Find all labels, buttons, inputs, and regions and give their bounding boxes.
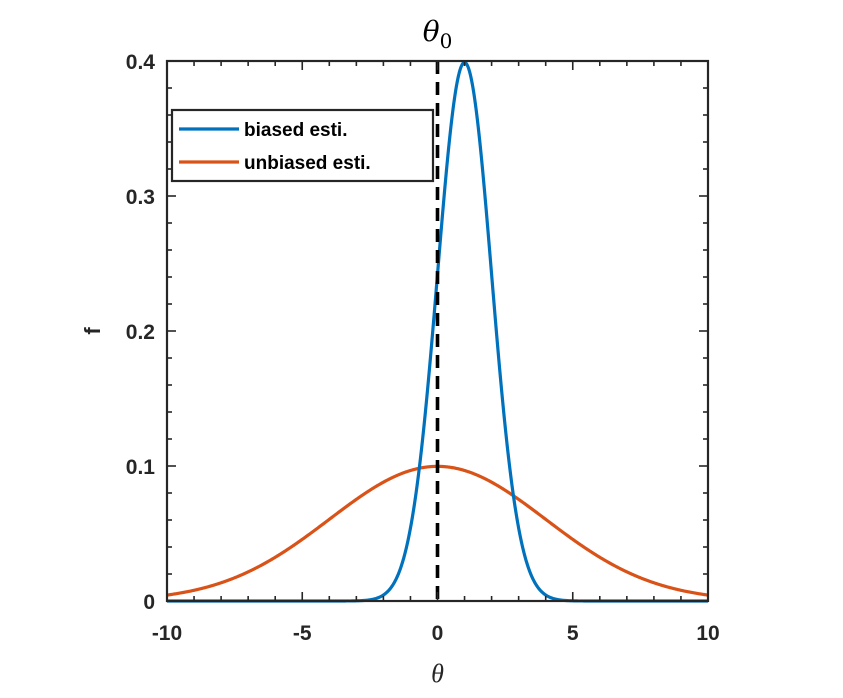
- y-tick-label: 0: [143, 591, 155, 614]
- y-tick-labels: 0 0.1 0.2 0.3 0.4: [126, 51, 156, 614]
- x-tick-label: 5: [567, 622, 579, 645]
- legend: biased esti. unbiased esti.: [170, 108, 435, 183]
- x-tick-label: -10: [152, 622, 182, 645]
- x-tick-label: 0: [432, 622, 444, 645]
- y-tick-label: 0.3: [126, 186, 155, 209]
- y-axis-label: f: [80, 327, 105, 335]
- y-tick-label: 0.1: [126, 456, 156, 479]
- x-axis-label: θ: [431, 659, 444, 688]
- axis-ticks: [166, 60, 709, 602]
- legend-box: [170, 108, 435, 183]
- legend-label-unbiased: unbiased esti.: [244, 153, 371, 174]
- y-tick-label: 0.2: [126, 321, 155, 344]
- x-tick-label: -5: [293, 622, 312, 645]
- theta0-label: θ0: [423, 15, 453, 53]
- legend-label-biased: biased esti.: [244, 120, 348, 141]
- theta0-label-subscript: 0: [440, 29, 453, 53]
- y-tick-label: 0.4: [126, 51, 156, 74]
- theta0-label-main: θ: [423, 15, 440, 48]
- x-tick-labels: -10 -5 0 5 10: [152, 622, 720, 645]
- x-tick-label: 10: [696, 622, 719, 645]
